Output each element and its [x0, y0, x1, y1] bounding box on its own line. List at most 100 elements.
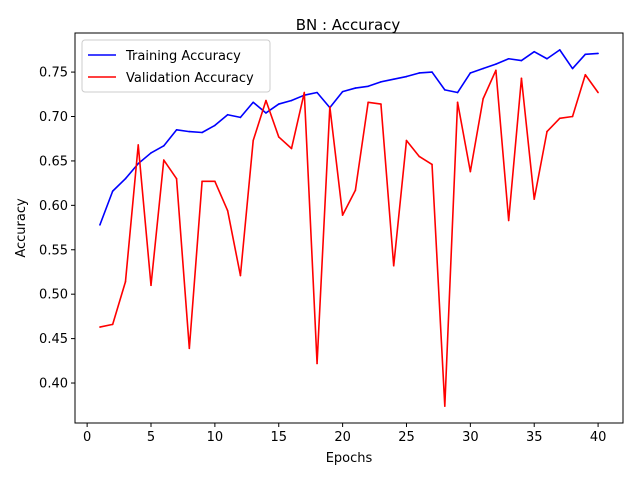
data-point-validation — [201, 180, 203, 183]
data-point-validation — [303, 91, 306, 94]
x-tick-label: 0 — [83, 430, 91, 445]
data-point-training — [124, 177, 127, 180]
data-point-validation — [111, 323, 114, 326]
y-tick-label: 0.65 — [39, 154, 68, 169]
data-point-validation — [252, 139, 254, 142]
data-point-validation — [597, 91, 599, 94]
x-tick-label: 30 — [462, 430, 479, 445]
data-point-training — [456, 91, 459, 94]
y-tick-label: 0.70 — [39, 110, 68, 125]
data-point-training — [316, 91, 318, 94]
data-point-training — [380, 81, 382, 83]
data-point-validation — [277, 136, 280, 138]
data-point-training — [533, 50, 536, 53]
data-point-training — [431, 71, 433, 73]
y-axis: 0.40 0.45 0.50 0.55 0.60 0.65 0.70 0.75 — [39, 66, 75, 392]
data-point-validation — [456, 101, 459, 104]
data-point-training — [354, 87, 357, 89]
data-point-training — [520, 59, 523, 62]
data-point-validation — [354, 189, 357, 192]
y-tick-label: 0.60 — [39, 199, 68, 214]
x-tick-label: 20 — [334, 430, 351, 445]
series-layer — [99, 49, 599, 407]
data-point-training — [341, 90, 344, 93]
data-point-training — [150, 152, 152, 154]
data-point-training — [265, 112, 267, 114]
data-point-validation — [584, 73, 587, 76]
data-point-training — [507, 57, 510, 60]
data-point-training — [252, 101, 254, 104]
data-point-training — [175, 129, 178, 131]
y-tick-label: 0.40 — [39, 377, 68, 392]
data-point-validation — [265, 99, 267, 102]
x-tick-label: 35 — [526, 430, 543, 445]
data-point-training — [188, 130, 191, 133]
x-tick-label: 25 — [398, 430, 415, 445]
data-point-validation — [405, 139, 408, 142]
data-point-validation — [431, 163, 433, 166]
data-point-validation — [175, 177, 178, 180]
data-point-validation — [226, 209, 229, 212]
data-point-training — [482, 67, 484, 70]
data-point-validation — [214, 180, 216, 183]
data-point-validation — [507, 219, 510, 222]
legend-box — [81, 39, 271, 93]
data-point-validation — [533, 198, 536, 200]
data-point-validation — [469, 170, 472, 173]
data-point-validation — [380, 103, 382, 105]
data-point-training — [392, 78, 395, 80]
data-point-validation — [444, 405, 446, 407]
data-point-training — [99, 224, 101, 226]
data-point-validation — [418, 155, 421, 158]
data-point-training — [418, 72, 421, 74]
data-point-validation — [124, 280, 127, 283]
series-line-validation — [99, 69, 599, 407]
data-point-training — [226, 113, 229, 116]
data-point-validation — [99, 326, 101, 328]
data-point-training — [277, 103, 280, 105]
data-point-training — [597, 52, 599, 55]
data-point-validation — [329, 105, 331, 108]
plot-frame — [74, 32, 624, 424]
data-point-training — [239, 116, 242, 119]
x-axis: 0 5 10 15 20 25 30 35 40 — [83, 423, 606, 445]
data-point-validation — [392, 264, 395, 267]
legend: Training Accuracy Validation Accuracy — [81, 39, 271, 93]
x-axis-title: Epochs — [326, 451, 373, 466]
data-point-training — [546, 57, 548, 60]
series-line-training — [99, 49, 599, 226]
data-point-training — [405, 75, 408, 78]
data-point-validation — [520, 77, 523, 80]
data-point-validation — [341, 214, 344, 216]
data-point-validation — [316, 362, 318, 365]
data-point-training — [571, 67, 574, 70]
x-tick-label: 15 — [270, 430, 287, 445]
data-point-training — [584, 53, 587, 56]
x-tick-label: 40 — [590, 430, 607, 445]
data-point-training — [137, 162, 140, 165]
legend-label-validation: Validation Accuracy — [126, 71, 254, 86]
x-tick-label: 5 — [147, 430, 155, 445]
y-axis-title: Accuracy — [14, 198, 29, 258]
y-tick-label: 0.75 — [39, 66, 68, 81]
y-tick-label: 0.50 — [39, 288, 68, 303]
data-point-training — [201, 131, 203, 134]
data-point-validation — [482, 97, 484, 100]
y-tick-label: 0.55 — [39, 243, 68, 258]
y-tick-label: 0.45 — [39, 332, 68, 347]
data-point-validation — [290, 147, 293, 150]
data-point-validation — [367, 101, 369, 104]
data-point-validation — [137, 144, 140, 146]
data-point-training — [444, 89, 446, 91]
data-point-training — [558, 49, 561, 51]
data-point-training — [469, 72, 472, 74]
data-point-validation — [571, 115, 574, 118]
data-point-training — [111, 190, 114, 192]
data-point-validation — [546, 130, 548, 133]
data-point-validation — [558, 117, 561, 120]
data-point-validation — [162, 159, 165, 161]
data-point-training — [290, 99, 293, 102]
data-point-validation — [495, 69, 497, 72]
data-point-training — [214, 124, 216, 127]
